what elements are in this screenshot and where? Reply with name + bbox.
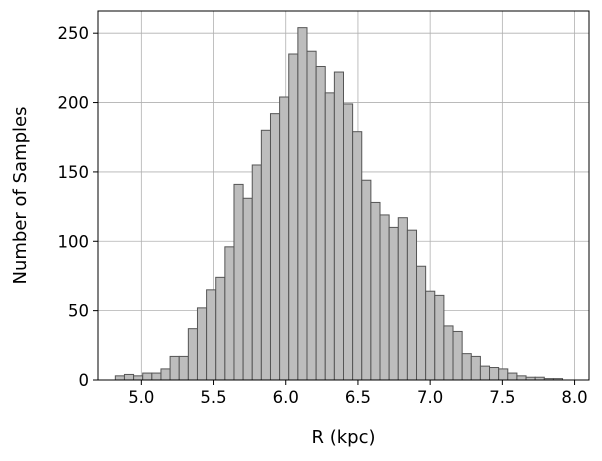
histogram-bar <box>315 65 326 381</box>
histogram-bar <box>388 226 399 381</box>
histogram-bar <box>507 372 518 381</box>
histogram-bar <box>269 113 281 381</box>
histogram-bar <box>114 375 125 381</box>
histogram-bar <box>443 325 454 381</box>
histogram-bar <box>178 355 189 381</box>
histogram-bar <box>333 71 344 381</box>
histogram-bars <box>114 27 564 381</box>
histogram-bar <box>160 368 171 381</box>
y-tick-label: 250 <box>58 24 90 43</box>
x-tick-label: 8.0 <box>561 388 587 407</box>
x-tick-label: 6.0 <box>273 388 299 407</box>
y-axis-label: Number of Samples <box>10 107 31 285</box>
y-tick-label: 150 <box>58 163 90 182</box>
histogram-bar <box>479 365 491 381</box>
histogram-bar <box>260 129 271 381</box>
histogram-bar <box>324 92 335 381</box>
histogram-bar <box>516 375 527 381</box>
histogram-bar <box>452 330 463 381</box>
histogram-bar <box>379 214 390 381</box>
histogram-bar <box>489 367 500 381</box>
histogram-bar <box>470 355 481 381</box>
grid-lines <box>98 11 589 381</box>
y-tick-label: 100 <box>58 232 90 251</box>
histogram-bar <box>123 373 135 381</box>
plot-frame <box>97 10 590 381</box>
histogram-bar <box>142 372 153 381</box>
histogram-bar <box>288 53 299 381</box>
histogram-bar <box>279 96 290 381</box>
histogram-bar <box>434 294 445 381</box>
x-tick-label: 5.5 <box>200 388 226 407</box>
histogram-bar <box>425 290 436 381</box>
histogram-bar <box>169 355 180 381</box>
y-tick-label: 200 <box>58 94 90 113</box>
x-axis-label: R (kpc) <box>311 427 375 448</box>
histogram-bar <box>133 375 144 381</box>
histogram-bar <box>498 368 509 381</box>
histogram-bar <box>397 217 408 381</box>
x-tick-label: 5.0 <box>128 388 154 407</box>
x-axis-ticks: 5.0 5.5 6.0 6.5 7.0 7.5 8.0 <box>128 380 588 407</box>
histogram-bar <box>361 179 372 381</box>
x-tick-label: 7.0 <box>417 388 443 407</box>
histogram-bar <box>461 353 472 381</box>
histogram-bar <box>224 246 235 381</box>
histogram-bar <box>251 164 262 381</box>
histogram-bar <box>352 131 363 381</box>
histogram-bar <box>187 328 198 381</box>
histogram-bar <box>306 50 317 381</box>
histogram-bar <box>297 27 308 381</box>
histogram-bar <box>215 276 226 381</box>
y-tick-label: 0 <box>79 371 90 390</box>
x-tick-label: 6.5 <box>345 388 371 407</box>
histogram-bar <box>416 265 427 381</box>
histogram-bar <box>242 197 253 381</box>
histogram-bar <box>206 289 217 381</box>
histogram-bar <box>233 183 244 381</box>
histogram-bar <box>151 372 162 381</box>
x-tick-label: 7.5 <box>489 388 515 407</box>
y-tick-label: 50 <box>68 302 89 321</box>
histogram-bar <box>343 103 354 381</box>
histogram-bar <box>370 201 381 381</box>
y-axis-ticks: 0 50 100 150 200 250 <box>58 24 98 390</box>
histogram-bar <box>196 307 208 381</box>
histogram-bar <box>406 229 418 381</box>
